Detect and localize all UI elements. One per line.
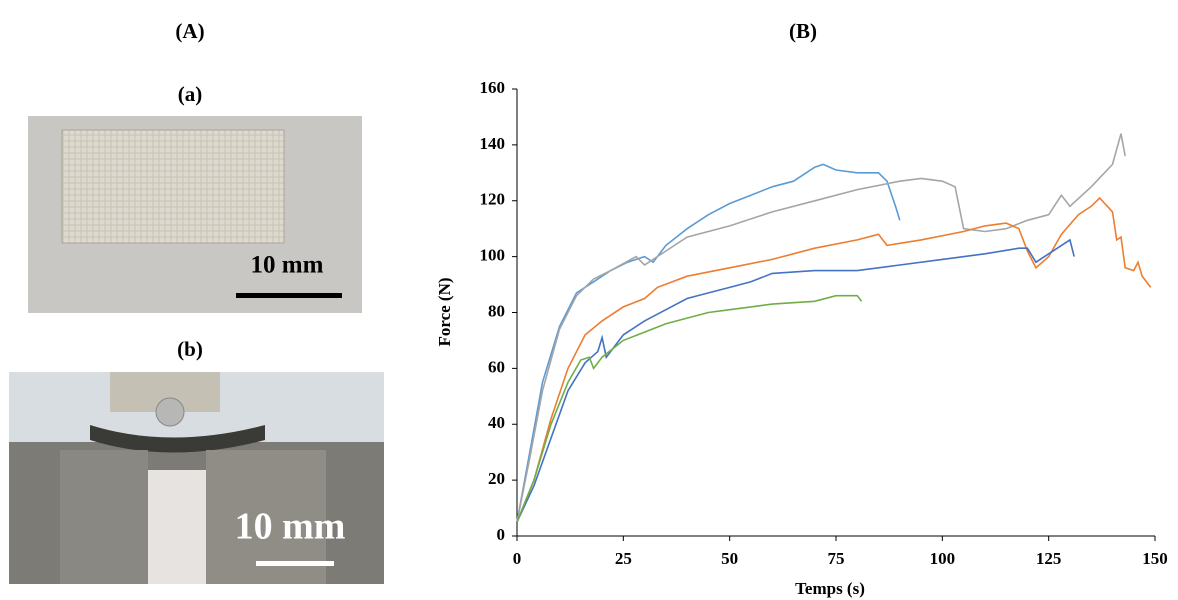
panel-label: (A) (175, 19, 204, 43)
y-tick-label: 160 (480, 78, 506, 97)
series-line (516, 133, 1126, 523)
series-line (516, 163, 901, 523)
y-tick-label: 0 (497, 525, 506, 544)
chart: Temps (s) Force (N) 0 20 40 60 80 100 120 140 16… (435, 78, 1168, 598)
x-tick-label: 75 (828, 549, 845, 568)
y-tick-label: 100 (480, 246, 506, 265)
y-tick-label: 140 (480, 134, 506, 153)
y-tick-label: 80 (488, 301, 505, 320)
photo-b: 10 mm (9, 372, 384, 584)
x-tick-label: 125 (1036, 549, 1062, 568)
scale-label: 10 mm (251, 252, 324, 279)
x-tick-label: 0 (513, 549, 522, 568)
series-line (516, 294, 863, 523)
x-tick-label: 25 (615, 549, 632, 568)
panel-label: (a) (178, 82, 203, 106)
y-tick-label: 120 (480, 190, 506, 209)
y-axis-label: Force (N) (435, 277, 454, 346)
x-axis-label: Temps (s) (795, 579, 865, 598)
series-line (516, 238, 1075, 523)
y-tick-label: 20 (488, 469, 505, 488)
x-tick-label: 150 (1142, 549, 1168, 568)
panel-label: (b) (177, 337, 203, 361)
photo-a: 10 mm (28, 116, 362, 313)
y-tick-label: 60 (488, 357, 505, 376)
x-tick-label: 50 (721, 549, 738, 568)
panel-label: (B) (789, 19, 817, 43)
y-tick-label: 40 (488, 413, 505, 432)
series-line (516, 196, 1152, 523)
x-tick-label: 100 (930, 549, 956, 568)
scale-label: 10 mm (235, 506, 346, 548)
